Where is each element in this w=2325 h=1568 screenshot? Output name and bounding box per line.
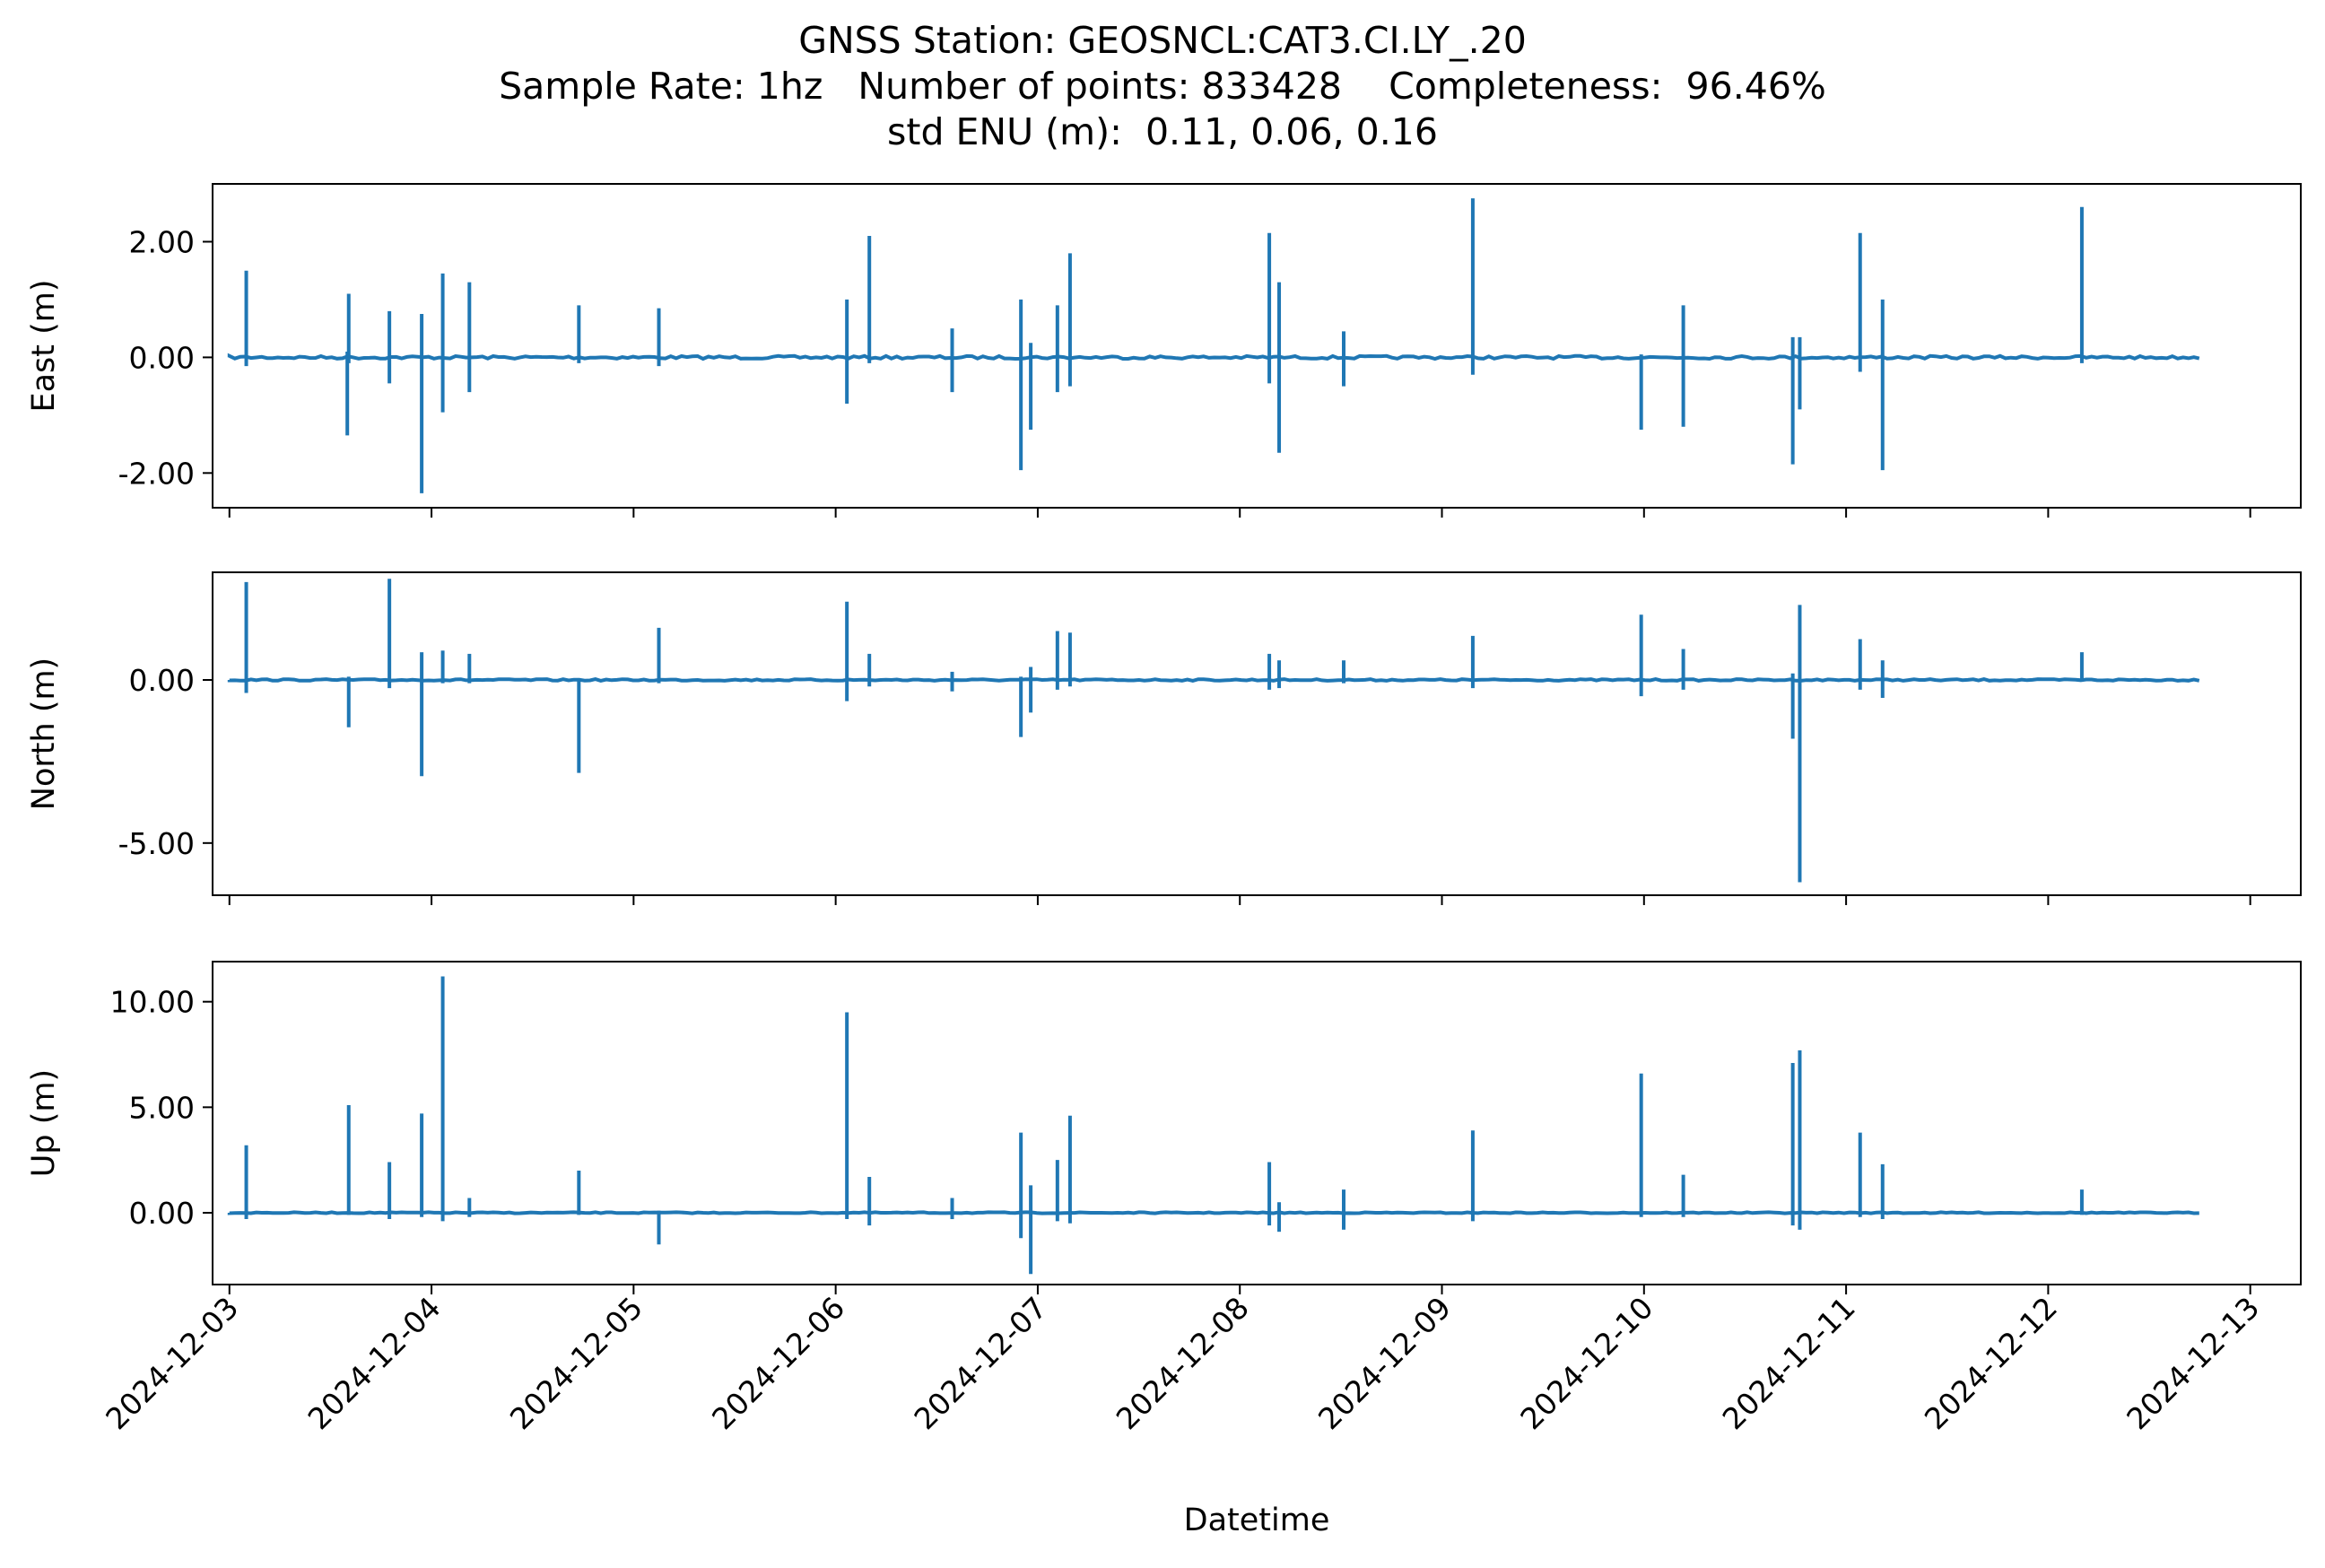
xtick-label-6: 2024-12-09 [1311, 1290, 1458, 1436]
panel-2-frame [212, 961, 2302, 1285]
xtick-label-9: 2024-12-12 [1918, 1290, 2064, 1436]
panel-2-ytick-label-0: 10.00 [110, 985, 195, 1020]
title-line-station: GNSS Station: GEOSNCL:CAT3.CI.LY_.20 [798, 19, 1527, 62]
panel-1-ytick-label-1: -5.00 [118, 826, 195, 861]
title-line-std-enu: std ENU (m): 0.11, 0.06, 0.16 [887, 110, 1438, 153]
east-baseline-line [227, 353, 2200, 362]
xtick-label-3: 2024-12-06 [705, 1290, 851, 1436]
xtick-label-10: 2024-12-13 [2120, 1290, 2266, 1436]
north-baseline-line [227, 677, 2200, 683]
xtick-label-7: 2024-12-10 [1513, 1290, 1659, 1436]
panel-2-ytick-label-2: 0.00 [129, 1196, 195, 1231]
x-axis-label: Datetime [1184, 1503, 1330, 1538]
chart-title: GNSS Station: GEOSNCL:CAT3.CI.LY_.20 Sam… [0, 18, 2325, 155]
panel-0-ylabel: East (m) [26, 279, 62, 412]
panel-1-ytick-label-0: 0.00 [129, 663, 195, 698]
title-line-sample-rate: Sample Rate: 1hz Number of points: 83342… [499, 65, 1826, 108]
xtick-label-1: 2024-12-04 [301, 1290, 448, 1436]
up-baseline-line [227, 1210, 2199, 1215]
panel-2-ytick-label-1: 5.00 [129, 1090, 195, 1125]
panel-0-frame [212, 183, 2302, 509]
xtick-label-4: 2024-12-07 [907, 1290, 1053, 1436]
panel-1-frame [212, 571, 2302, 896]
panel-0-ytick-label-1: 0.00 [129, 340, 195, 375]
panel-2-ylabel: Up (m) [26, 1069, 62, 1177]
panel-0-ytick-label-2: -2.00 [118, 456, 195, 491]
panel-0-ytick-label-0: 2.00 [129, 224, 195, 259]
xtick-label-8: 2024-12-11 [1716, 1290, 1862, 1436]
xtick-label-2: 2024-12-05 [503, 1290, 649, 1436]
xtick-label-5: 2024-12-08 [1110, 1290, 1256, 1436]
xtick-label-0: 2024-12-03 [99, 1290, 245, 1436]
panel-1-ylabel: North (m) [26, 658, 62, 810]
